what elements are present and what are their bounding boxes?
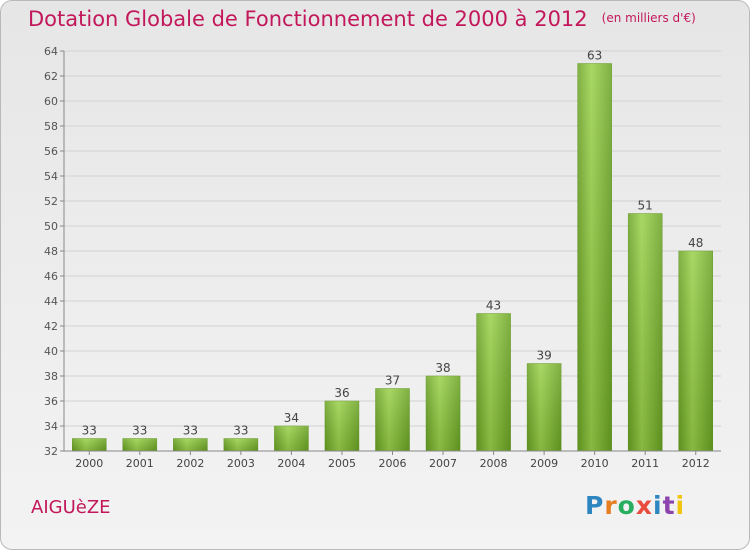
y-tick-label: 56 (44, 145, 58, 158)
x-tick-label: 2003 (227, 457, 255, 470)
y-tick-label: 64 (44, 45, 58, 58)
x-tick-label: 2006 (379, 457, 407, 470)
data-label: 48 (688, 236, 703, 250)
y-tick-label: 48 (44, 245, 58, 258)
x-tick-label: 2010 (581, 457, 609, 470)
x-tick-label: 2004 (277, 457, 305, 470)
bar-shade (426, 376, 461, 451)
y-tick-label: 44 (44, 295, 58, 308)
commune-name: AIGUèZE (31, 497, 111, 518)
bar-shade (375, 388, 410, 451)
data-label: 33 (233, 424, 248, 438)
x-tick-label: 2000 (75, 457, 103, 470)
y-tick-label: 32 (44, 445, 58, 458)
data-label: 33 (82, 424, 97, 438)
data-labels: 33 33 33 33 34 36 37 38 43 39 63 51 48 (82, 49, 704, 438)
y-tick-label: 58 (44, 120, 58, 133)
chart-title-text: Dotation Globale de Fonctionnement de 20… (28, 7, 588, 31)
bar-shade (223, 438, 258, 451)
x-tick-label: 2001 (126, 457, 154, 470)
bars (72, 63, 713, 452)
data-label: 43 (486, 299, 501, 313)
data-label: 51 (638, 199, 653, 213)
bar-shade (173, 438, 208, 451)
x-tick-label: 2005 (328, 457, 356, 470)
chart-title: Dotation Globale de Fonctionnement de 20… (28, 7, 696, 31)
bar-shade (577, 63, 612, 451)
chart-unit: (en milliers d'€) (601, 11, 696, 25)
y-tick-label: 38 (44, 370, 58, 383)
data-label: 39 (536, 349, 551, 363)
data-label: 63 (587, 49, 602, 63)
logo-letter: x (635, 491, 653, 520)
y-tick-label: 62 (44, 70, 58, 83)
x-tick-label: 2011 (631, 457, 659, 470)
logo-letter: t (662, 491, 676, 520)
logo-letter: r (604, 491, 618, 520)
y-tick-label: 46 (44, 270, 58, 283)
y-axis: 32 34 36 38 40 42 44 46 48 50 52 54 56 58 60 62 64 (44, 45, 65, 458)
data-label: 37 (385, 374, 400, 388)
bar-shade (122, 438, 157, 451)
bar-shade (324, 401, 359, 451)
y-tick-label: 40 (44, 345, 58, 358)
y-tick-label: 50 (44, 220, 58, 233)
x-tick-label: 2002 (176, 457, 204, 470)
y-tick-label: 36 (44, 395, 58, 408)
bar-shade (72, 438, 107, 451)
bar-shade (476, 313, 511, 451)
x-axis: 2000 2001 2002 2003 2004 2005 2006 2007 2008 2009… (64, 450, 721, 470)
y-tick-label: 52 (44, 195, 58, 208)
bar-shade (678, 251, 713, 451)
bar-shade (527, 363, 562, 451)
data-label: 36 (334, 386, 349, 400)
logo-letter: i (653, 491, 663, 520)
bar-shade (628, 213, 663, 451)
x-tick-label: 2009 (530, 457, 558, 470)
bar-shade (274, 426, 309, 451)
y-tick-label: 34 (44, 420, 58, 433)
data-label: 34 (284, 411, 299, 425)
x-tick-label: 2007 (429, 457, 457, 470)
x-tick-label: 2012 (682, 457, 710, 470)
data-label: 33 (183, 424, 198, 438)
logo-letter: i (675, 491, 686, 520)
x-tick-label: 2008 (480, 457, 508, 470)
y-tick-label: 60 (44, 95, 58, 108)
logo-letter: o (617, 491, 636, 520)
proxiti-logo[interactable]: Proxiti (585, 491, 685, 520)
data-label: 33 (132, 424, 147, 438)
data-label: 38 (435, 361, 450, 375)
y-tick-label: 42 (44, 320, 58, 333)
logo-letter: P (585, 491, 605, 520)
y-tick-label: 54 (44, 170, 58, 183)
